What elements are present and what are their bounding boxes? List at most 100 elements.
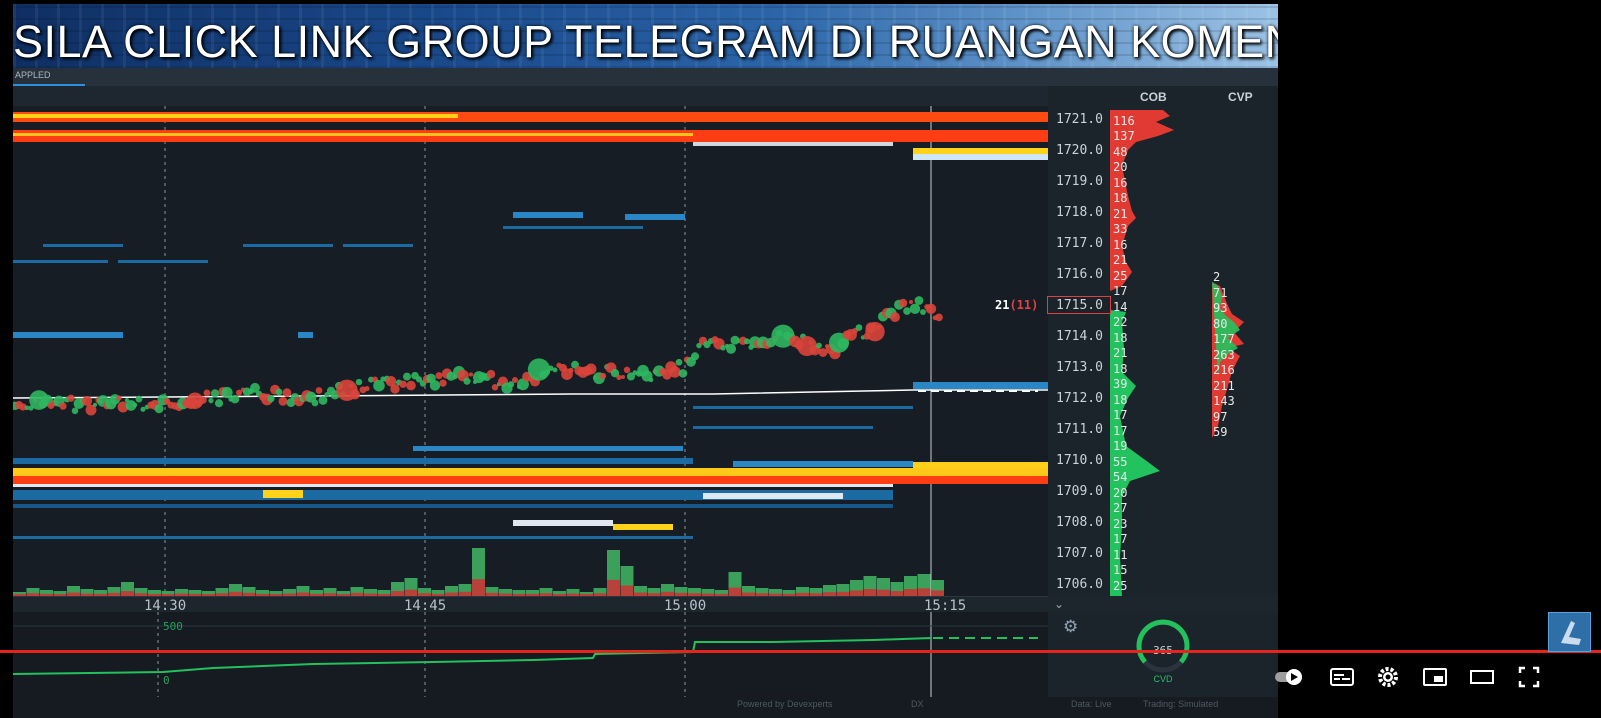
volume-bar	[607, 579, 620, 596]
volume-bar	[283, 593, 296, 596]
heatmap-chart[interactable]	[13, 106, 1048, 596]
cob-value: 16	[1113, 238, 1128, 252]
volume-bar	[904, 589, 917, 596]
volume-bar	[593, 588, 607, 596]
autoplay-toggle-icon[interactable]	[1272, 660, 1306, 694]
banner-background	[13, 4, 1278, 68]
volume-bar	[485, 592, 499, 596]
trade-bubble	[385, 376, 397, 387]
trade-bubble	[626, 372, 636, 381]
cvp-value: 211	[1213, 379, 1235, 393]
cob-value: 116	[1113, 114, 1135, 128]
cob-value: 18	[1113, 393, 1128, 407]
trade-bubble	[19, 403, 27, 411]
volume-bar	[782, 593, 796, 596]
trade-bubble	[140, 406, 146, 412]
trade-bubble	[154, 404, 164, 414]
banner: SILA CLICK LINK GROUP TELEGRAM DI RUANGA…	[13, 4, 1278, 68]
order-block	[13, 458, 693, 464]
subtitles-icon[interactable]	[1325, 660, 1359, 694]
volume-bar	[175, 593, 188, 596]
cvp-value: 2	[1213, 270, 1221, 284]
price-axis: 1721.0 1720.0 1719.0 1718.0 1717.0 1716.…	[1048, 86, 1108, 596]
volume-bar	[67, 592, 80, 596]
price-label: 1711.0	[1056, 422, 1103, 437]
order-block	[263, 490, 303, 498]
volume-bar	[755, 588, 769, 596]
chevron-down-icon[interactable]: ⌄	[1054, 597, 1065, 611]
trade-bubble	[808, 340, 814, 346]
volume-bar	[134, 593, 148, 596]
volume-bar	[890, 591, 904, 596]
volume-bar	[148, 593, 161, 596]
channel-thumbnail[interactable]	[1548, 612, 1591, 652]
progress-bar[interactable]	[0, 650, 1601, 653]
cob-value: 21	[1113, 253, 1128, 267]
cvd-scale-label: 500	[163, 620, 183, 633]
volume-bar	[107, 592, 121, 596]
cvp-value: 93	[1213, 301, 1228, 315]
volume-bar	[296, 592, 310, 596]
cvp-value: 216	[1213, 363, 1235, 377]
volume-bar	[310, 590, 323, 596]
order-block	[118, 260, 208, 263]
order-block	[503, 226, 643, 229]
cvp-value: 143	[1213, 394, 1235, 408]
miniplayer-icon[interactable]	[1418, 660, 1452, 694]
price-label: 1717.0	[1056, 236, 1103, 251]
time-label: 15:15	[924, 598, 967, 614]
volume-bar	[499, 589, 512, 596]
video-frame[interactable]: SILA CLICK LINK GROUP TELEGRAM DI RUANGA…	[13, 4, 1278, 718]
volume-bar	[296, 586, 310, 596]
trade-bubble	[117, 401, 129, 413]
volume-bar	[715, 590, 728, 596]
trade-bubble	[403, 372, 411, 381]
trade-bubble	[67, 394, 75, 402]
tab-chart[interactable]: APPLED	[13, 68, 85, 86]
volume-bar	[688, 588, 701, 596]
theater-mode-icon[interactable]	[1465, 660, 1499, 694]
trade-bubble	[507, 381, 515, 388]
trade-bubble	[415, 376, 423, 383]
cob-value: 25	[1113, 269, 1128, 283]
volume-bar	[323, 593, 337, 596]
volume-bar	[391, 591, 404, 596]
fullscreen-icon[interactable]	[1512, 660, 1546, 694]
order-block	[693, 426, 873, 429]
volume-bar	[94, 593, 107, 596]
trade-bubble	[517, 378, 529, 391]
trade-bubble	[925, 303, 937, 315]
trade-bubble	[463, 377, 471, 385]
volume-bar	[634, 592, 647, 596]
liquidity-band	[13, 484, 893, 487]
player-controls	[1275, 660, 1601, 696]
trade-bubble	[837, 337, 849, 350]
volume-bar	[499, 593, 512, 596]
volume-bar	[67, 586, 80, 596]
trade-bubble	[548, 365, 554, 371]
order-block	[703, 493, 843, 499]
trade-bubble	[920, 309, 926, 316]
volume-bar	[80, 593, 94, 596]
gear-icon[interactable]: ⚙	[1063, 617, 1079, 636]
volume-bar	[337, 594, 350, 596]
trade-bubble	[125, 400, 137, 411]
trade-bubble	[599, 372, 607, 380]
liquidity-band	[693, 142, 893, 146]
trade-bubble	[230, 394, 240, 404]
cob-value: 20	[1113, 160, 1128, 174]
settings-icon[interactable]	[1371, 660, 1405, 694]
volume-bar	[242, 587, 256, 596]
volume-bar	[26, 593, 40, 596]
volume-bar	[742, 586, 755, 596]
cvp-value: 263	[1213, 348, 1235, 362]
trade-bubble	[903, 307, 911, 315]
time-label: 14:30	[144, 598, 187, 614]
trading-status: Trading: Simulated	[1143, 699, 1219, 709]
volume-bars	[13, 548, 944, 596]
trade-bubble	[278, 396, 288, 406]
trade-bubble	[311, 399, 319, 407]
price-label: 1708.0	[1056, 515, 1103, 530]
volume-bar	[161, 591, 175, 596]
